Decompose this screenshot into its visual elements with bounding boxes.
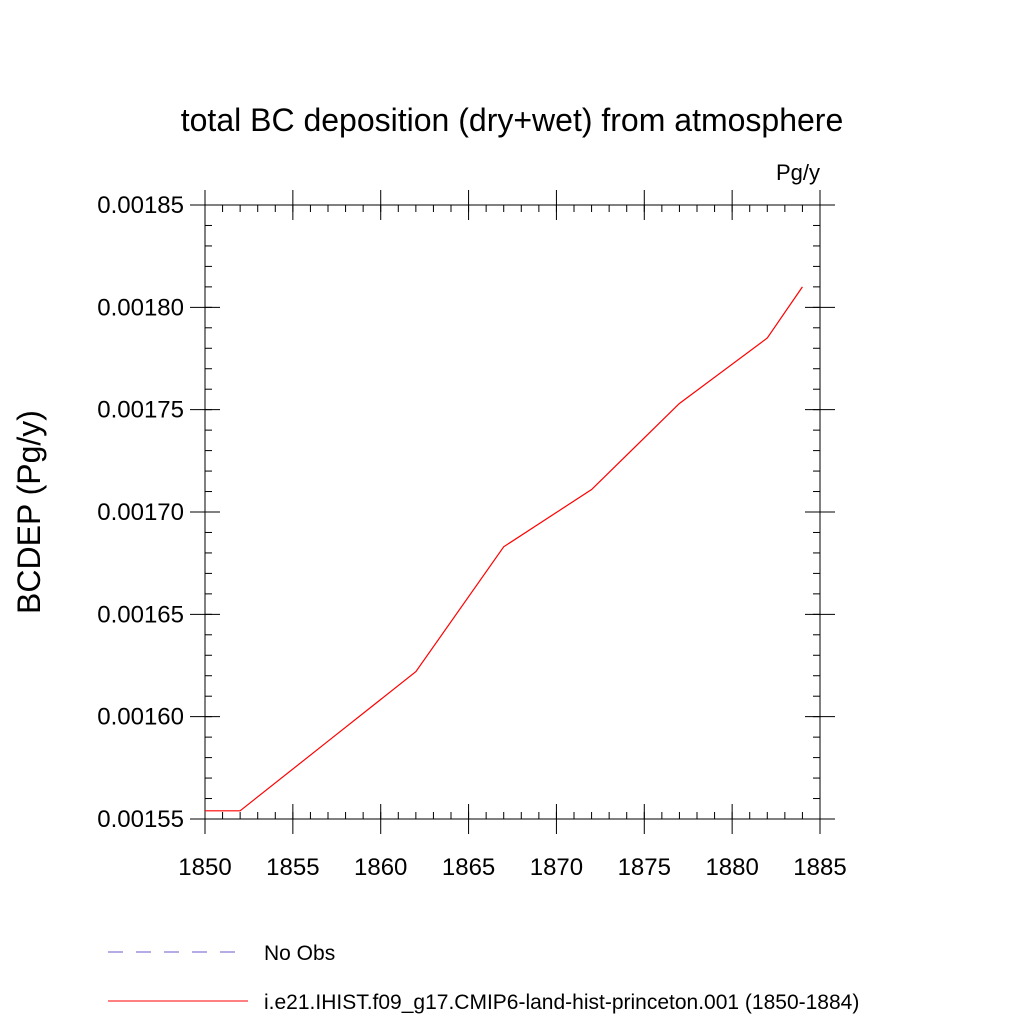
major-ticks — [190, 190, 835, 834]
legend: No Obs i.e21.IHIST.f09_g17.CMIP6-land-his… — [108, 942, 859, 1014]
x-tick-label: 1860 — [354, 854, 407, 881]
x-tick-labels: 1850 1855 1860 1865 1870 1875 1880 1885 — [178, 854, 846, 881]
x-tick-label: 1870 — [530, 854, 583, 881]
chart-title: total BC deposition (dry+wet) from atmos… — [181, 102, 844, 138]
x-tick-label: 1850 — [178, 854, 231, 881]
y-tick-label: 0.00185 — [97, 192, 184, 219]
x-tick-label: 1855 — [266, 854, 319, 881]
x-tick-label: 1885 — [793, 854, 846, 881]
y-tick-label: 0.00180 — [97, 294, 184, 321]
x-tick-label: 1865 — [442, 854, 495, 881]
y-tick-label: 0.00155 — [97, 806, 184, 833]
y-tick-label: 0.00165 — [97, 601, 184, 628]
units-label: Pg/y — [776, 160, 820, 185]
y-tick-label: 0.00175 — [97, 397, 184, 424]
minor-ticks — [204, 204, 821, 820]
series-layer — [205, 286, 803, 812]
x-tick-label: 1880 — [705, 854, 758, 881]
legend-label: No Obs — [264, 942, 335, 965]
x-tick-label: 1875 — [618, 854, 671, 881]
y-axis-label: BCDEP (Pg/y) — [11, 410, 47, 614]
plot-frame — [204, 204, 821, 820]
legend-label: i.e21.IHIST.f09_g17.CMIP6-land-hist-prin… — [264, 991, 859, 1014]
y-tick-labels: 0.00155 0.00160 0.00165 0.00170 0.00175 0.001… — [97, 192, 184, 833]
series-line — [205, 286, 803, 812]
y-tick-label: 0.00170 — [97, 499, 184, 526]
y-tick-label: 0.00160 — [97, 704, 184, 731]
